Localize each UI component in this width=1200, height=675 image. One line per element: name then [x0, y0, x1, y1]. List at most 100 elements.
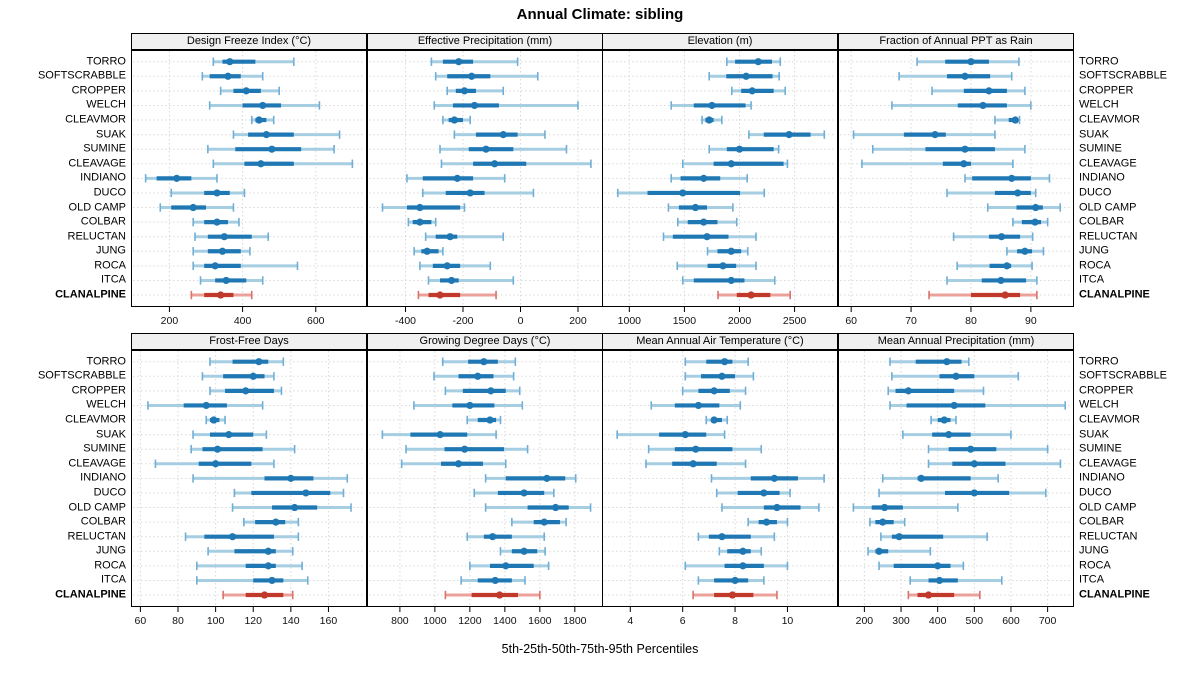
median-dot: [218, 247, 227, 255]
median-dot: [739, 547, 747, 555]
site-label-right-indiano-row1: INDIANO: [1079, 171, 1125, 184]
series-welch: [433, 101, 579, 110]
median-dot: [931, 131, 939, 139]
median-dot: [967, 58, 975, 66]
series-indiano: [964, 174, 1051, 183]
median-dot: [997, 276, 1005, 285]
x-axis: 60 70 80 90: [845, 307, 1037, 327]
series-jung: [192, 247, 251, 256]
series-itca: [460, 576, 526, 585]
page-title: Annual Climate: sibling: [516, 6, 684, 23]
median-dot: [880, 503, 889, 512]
site-label-right-itca-row2: ITCA: [1079, 573, 1105, 586]
median-dot: [287, 474, 295, 482]
median-dot: [491, 576, 499, 585]
site-label-left-clanalpine-row1: CLANALPINE: [55, 288, 126, 301]
series-reluctan: [466, 532, 546, 541]
median-dot: [446, 233, 454, 241]
series-cleavage: [645, 459, 747, 468]
site-label-right-old-camp-row2: OLD CAMP: [1079, 501, 1137, 514]
series-cleavmor: [250, 115, 275, 125]
x-tick-label: 60: [845, 315, 857, 327]
series-colbar: [192, 217, 240, 227]
series-roca: [956, 261, 1033, 271]
panel-frost-free-days: 60 80 100 120 140 160: [131, 350, 367, 627]
series-duco: [233, 488, 345, 498]
site-label-left-softscrabble-row1: SOFTSCRABBLE: [37, 69, 126, 82]
median-dot: [491, 160, 499, 168]
series-torro: [916, 57, 1020, 66]
series-duco: [170, 188, 246, 198]
series-colbar: [677, 217, 738, 227]
median-dot: [985, 87, 993, 95]
median-dot: [904, 387, 912, 395]
median-dot: [486, 416, 494, 424]
median-dot: [461, 445, 469, 453]
median-dot: [1014, 189, 1022, 197]
median-dot: [940, 416, 948, 424]
median-dot: [213, 445, 222, 453]
x-tick-label: 80: [172, 615, 184, 627]
median-dot: [453, 174, 461, 182]
x-tick-label: 400: [234, 315, 252, 327]
site-label-left-roca-row1: ROCA: [94, 259, 126, 272]
site-label-left-cropper-row2: CROPPER: [71, 384, 126, 397]
series-cleavmor: [205, 415, 226, 425]
panel-growing-degree-days-c-: 800 1000 1200 1400 1600 1800: [367, 350, 603, 627]
series-torro: [726, 57, 782, 66]
median-dot: [879, 518, 887, 526]
series-indiano: [484, 474, 577, 483]
site-label-left-duco-row1: DUCO: [93, 186, 126, 199]
median-dot: [895, 533, 903, 541]
x-tick-label: 4: [627, 615, 633, 627]
x-tick-label: 100: [207, 615, 225, 627]
median-dot: [260, 591, 269, 599]
series-indiano: [192, 474, 349, 483]
median-dot: [416, 218, 424, 226]
series-old-camp: [381, 203, 466, 212]
median-dot: [705, 116, 713, 124]
series-reluctan: [880, 532, 988, 541]
series-old-camp: [852, 503, 959, 512]
site-label-right-softscrabble-row2: SOFTSCRABBLE: [1079, 369, 1168, 382]
series-colbar: [243, 517, 300, 527]
series-cropper: [209, 386, 283, 396]
x-tick-label: 60: [135, 615, 147, 627]
median-dot: [213, 218, 221, 226]
x-axis: 800 1000 1200 1400 1600 1800: [391, 607, 587, 627]
median-dot: [710, 416, 718, 424]
median-dot: [474, 372, 482, 380]
median-dot: [470, 101, 479, 110]
series-old-camp: [159, 203, 235, 212]
series-cropper: [887, 386, 985, 396]
x-tick-label: 600: [1002, 615, 1020, 627]
series-cleavage: [440, 159, 592, 168]
median-dot: [754, 58, 762, 66]
series-duco: [715, 488, 791, 498]
median-dot: [454, 460, 463, 468]
x-tick-label: 120: [244, 615, 262, 627]
x-tick-label: -200: [453, 315, 474, 327]
site-label-right-cropper-row2: CROPPER: [1079, 384, 1134, 397]
median-dot: [468, 72, 476, 80]
series-clanalpine: [907, 590, 981, 600]
series-roca: [684, 561, 789, 571]
series-softscrabble: [898, 72, 1013, 81]
series-suak: [453, 130, 546, 139]
x-tick-label: 10: [782, 615, 794, 627]
site-label-right-cleavage-row1: CLEAVAGE: [1079, 157, 1137, 170]
series-sumine: [647, 444, 763, 454]
series-itca: [427, 276, 515, 285]
median-dot: [242, 387, 250, 395]
median-dot: [970, 489, 978, 497]
site-label-right-clanalpine-row2: CLANALPINE: [1079, 588, 1150, 601]
median-dot: [719, 262, 727, 270]
site-label-left-itca-row1: ITCA: [100, 273, 126, 286]
series-clanalpine: [444, 590, 541, 600]
series-roca: [469, 561, 550, 571]
x-tick-label: 500: [966, 615, 984, 627]
median-dot: [436, 431, 444, 439]
site-label-right-cleavage-row2: CLEAVAGE: [1079, 457, 1137, 470]
x-tick-label: 1400: [493, 615, 517, 627]
series-indiano: [710, 474, 825, 483]
